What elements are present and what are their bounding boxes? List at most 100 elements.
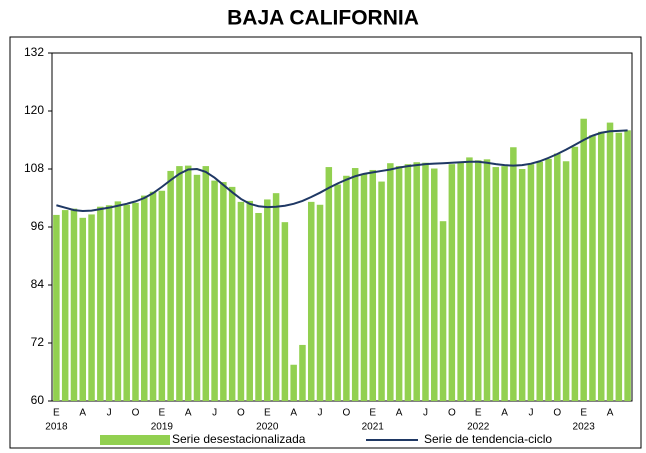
trend-line [56, 129, 628, 213]
x-tick-label: E [53, 408, 60, 419]
bar [501, 166, 508, 401]
y-tick-label: 120 [24, 103, 44, 117]
y-tick-label: 72 [31, 335, 45, 349]
bar [387, 163, 394, 401]
bar [404, 164, 412, 401]
bar [53, 214, 60, 401]
bar [79, 217, 87, 401]
bar [624, 130, 631, 402]
bar [334, 184, 341, 401]
bar [105, 205, 113, 401]
x-tick-label: E [159, 408, 166, 419]
x-year-label: 2018 [45, 422, 68, 433]
x-tick-label: A [396, 408, 403, 419]
x-tick-label: A [501, 408, 508, 419]
bar [88, 214, 95, 401]
x-tick-label: J [528, 408, 533, 419]
bar [492, 167, 500, 401]
bar [439, 221, 447, 401]
x-tick-label: J [318, 408, 323, 419]
x-year-label: 2019 [151, 422, 174, 433]
bar [202, 166, 210, 401]
x-tick-label: J [423, 408, 428, 419]
bar [422, 162, 429, 401]
y-tick-label: 96 [31, 219, 45, 233]
bar [220, 182, 227, 401]
bar [597, 131, 605, 402]
y-tick-label: 108 [24, 161, 44, 175]
bar [299, 344, 306, 401]
bar [70, 208, 78, 401]
bar [457, 161, 464, 401]
bar [237, 201, 245, 401]
bar [589, 135, 596, 401]
bar [290, 364, 297, 401]
bar [228, 186, 236, 401]
plot-area [51, 52, 633, 402]
bar [255, 212, 262, 401]
legend-label: Serie desestacionalizada [172, 432, 306, 446]
y-tick-label: 84 [31, 277, 45, 291]
bar [264, 199, 271, 401]
bar [571, 146, 579, 401]
bar [325, 167, 333, 401]
chart-frame [9, 36, 642, 449]
bar [431, 168, 438, 401]
bar [167, 170, 174, 401]
bar [123, 204, 130, 401]
x-tick-label: A [79, 408, 86, 419]
bar [510, 147, 517, 401]
bar [316, 204, 324, 401]
bar [272, 193, 280, 401]
bar [369, 169, 377, 401]
bar [307, 201, 315, 401]
bar [351, 168, 359, 401]
y-tick-label: 60 [31, 393, 45, 407]
bar [562, 161, 570, 401]
x-year-label: 2022 [467, 422, 490, 433]
y-tick-label: 132 [24, 45, 44, 59]
bar [466, 157, 473, 401]
bar [554, 153, 561, 401]
x-tick-label: E [580, 408, 587, 419]
x-tick-label: E [369, 408, 376, 419]
bar [281, 222, 289, 401]
bar [483, 159, 491, 401]
x-year-label: 2023 [573, 422, 596, 433]
bar [536, 161, 543, 401]
x-tick-label: O [237, 408, 245, 419]
legend-swatch [100, 435, 170, 445]
bar [606, 122, 614, 401]
bar [395, 166, 403, 401]
bar [211, 180, 218, 401]
x-tick-label: O [343, 408, 351, 419]
x-tick-label: O [448, 408, 456, 419]
x-year-label: 2020 [256, 422, 279, 433]
bar [474, 160, 482, 401]
bar [360, 173, 368, 401]
bar [527, 164, 535, 401]
bar [343, 175, 350, 401]
x-tick-label: A [607, 408, 614, 419]
x-tick-label: E [475, 408, 482, 419]
x-tick-label: J [212, 408, 217, 419]
bar [545, 158, 552, 401]
x-tick-label: E [264, 408, 271, 419]
bar [97, 206, 104, 401]
bar [149, 191, 157, 401]
legend-label: Serie de tendencia-ciclo [424, 432, 552, 446]
bar [158, 190, 166, 401]
bar [61, 210, 69, 401]
bar [114, 201, 122, 401]
bar [518, 169, 526, 401]
x-tick-label: A [185, 408, 192, 419]
bar [413, 162, 420, 401]
bar [448, 164, 456, 401]
bar [184, 165, 192, 401]
bar [132, 202, 139, 401]
x-year-label: 2021 [362, 422, 385, 433]
x-tick-label: J [107, 408, 112, 419]
bar [580, 118, 587, 401]
x-tick-label: O [553, 408, 561, 419]
